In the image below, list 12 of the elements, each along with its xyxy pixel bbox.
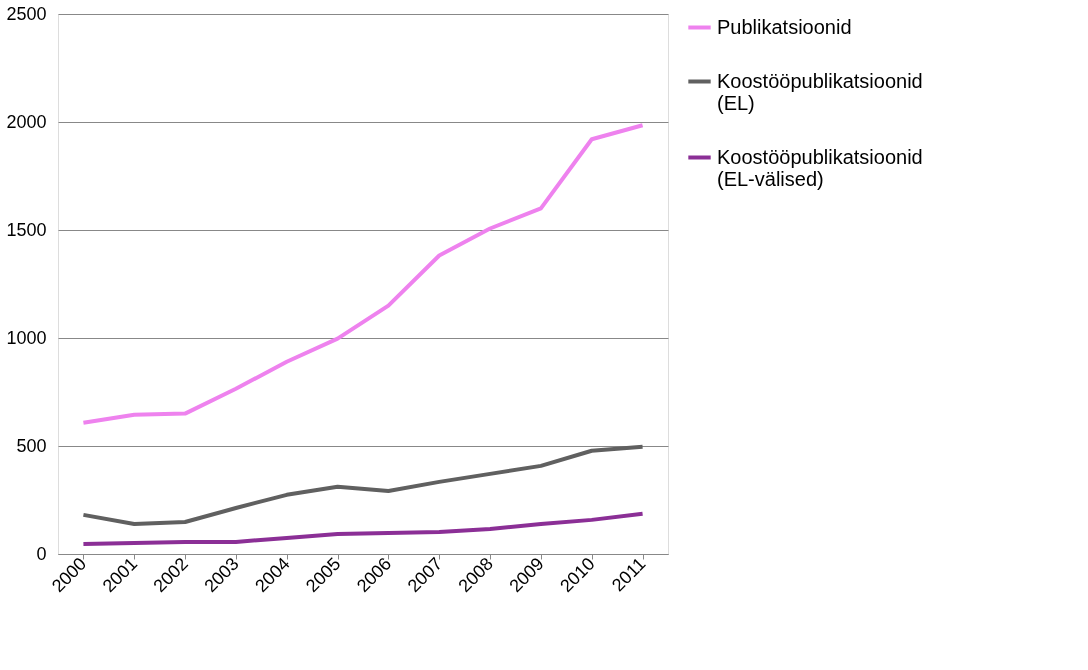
y-tick-label: 2500 xyxy=(6,3,47,24)
line-series xyxy=(81,444,645,526)
line-series xyxy=(81,511,645,547)
legend-label: Koostööpublikatsioonid (EL-välised) xyxy=(717,145,923,190)
line-series xyxy=(81,123,645,425)
y-tick-label: 2000 xyxy=(6,111,47,132)
legend-label: Koostööpublikatsioonid (EL) xyxy=(717,69,923,114)
y-tick-label: 1000 xyxy=(6,327,47,348)
y-tick-label: 0 xyxy=(36,543,47,564)
legend-label: Publikatsioonid xyxy=(717,15,852,38)
y-tick-label: 500 xyxy=(16,435,47,456)
y-tick-label: 1500 xyxy=(6,219,47,240)
